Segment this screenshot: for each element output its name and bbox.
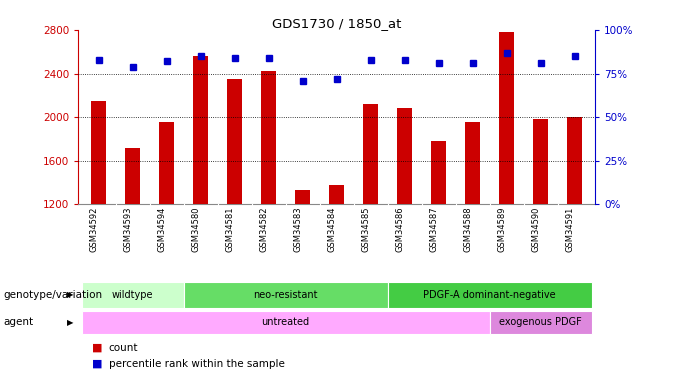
Text: GSM34581: GSM34581 xyxy=(226,207,235,252)
Bar xyxy=(397,108,412,204)
Bar xyxy=(363,104,378,204)
Bar xyxy=(567,117,582,204)
Bar xyxy=(193,56,208,204)
Bar xyxy=(159,122,174,204)
Bar xyxy=(82,310,490,334)
Text: GSM34587: GSM34587 xyxy=(430,207,439,252)
Text: percentile rank within the sample: percentile rank within the sample xyxy=(109,359,285,369)
Text: GSM34588: GSM34588 xyxy=(464,207,473,252)
Text: genotype/variation: genotype/variation xyxy=(3,290,103,300)
Text: GSM34594: GSM34594 xyxy=(158,207,167,252)
Text: PDGF-A dominant-negative: PDGF-A dominant-negative xyxy=(423,290,556,300)
Text: wildtype: wildtype xyxy=(112,290,154,300)
Text: GSM34580: GSM34580 xyxy=(192,207,201,252)
Text: GSM34585: GSM34585 xyxy=(362,207,371,252)
Text: ▶: ▶ xyxy=(67,290,73,299)
Text: GSM34593: GSM34593 xyxy=(124,207,133,252)
Text: agent: agent xyxy=(3,317,33,327)
Bar xyxy=(329,185,344,204)
Text: count: count xyxy=(109,343,138,353)
Text: GSM34592: GSM34592 xyxy=(90,207,99,252)
Bar xyxy=(490,310,592,334)
Text: GSM34591: GSM34591 xyxy=(566,207,575,252)
Text: GSM34590: GSM34590 xyxy=(532,207,541,252)
Text: untreated: untreated xyxy=(262,317,309,327)
Bar xyxy=(184,282,388,308)
Bar xyxy=(533,119,548,204)
Bar xyxy=(82,282,184,308)
Text: GSM34584: GSM34584 xyxy=(328,207,337,252)
Text: ▶: ▶ xyxy=(67,318,73,327)
Text: GDS1730 / 1850_at: GDS1730 / 1850_at xyxy=(272,17,401,30)
Bar xyxy=(431,141,446,204)
Text: neo-resistant: neo-resistant xyxy=(254,290,318,300)
Bar xyxy=(499,32,514,204)
Bar xyxy=(388,282,592,308)
Text: GSM34586: GSM34586 xyxy=(396,207,405,252)
Text: exogenous PDGF: exogenous PDGF xyxy=(499,317,582,327)
Text: GSM34589: GSM34589 xyxy=(498,207,507,252)
Text: ■: ■ xyxy=(92,343,102,353)
Bar xyxy=(125,148,140,204)
Text: ■: ■ xyxy=(92,359,102,369)
Bar xyxy=(295,190,310,204)
Bar xyxy=(227,79,242,204)
Bar xyxy=(465,122,480,204)
Text: GSM34583: GSM34583 xyxy=(294,207,303,252)
Text: GSM34582: GSM34582 xyxy=(260,207,269,252)
Bar xyxy=(261,71,276,204)
Bar xyxy=(91,101,106,204)
